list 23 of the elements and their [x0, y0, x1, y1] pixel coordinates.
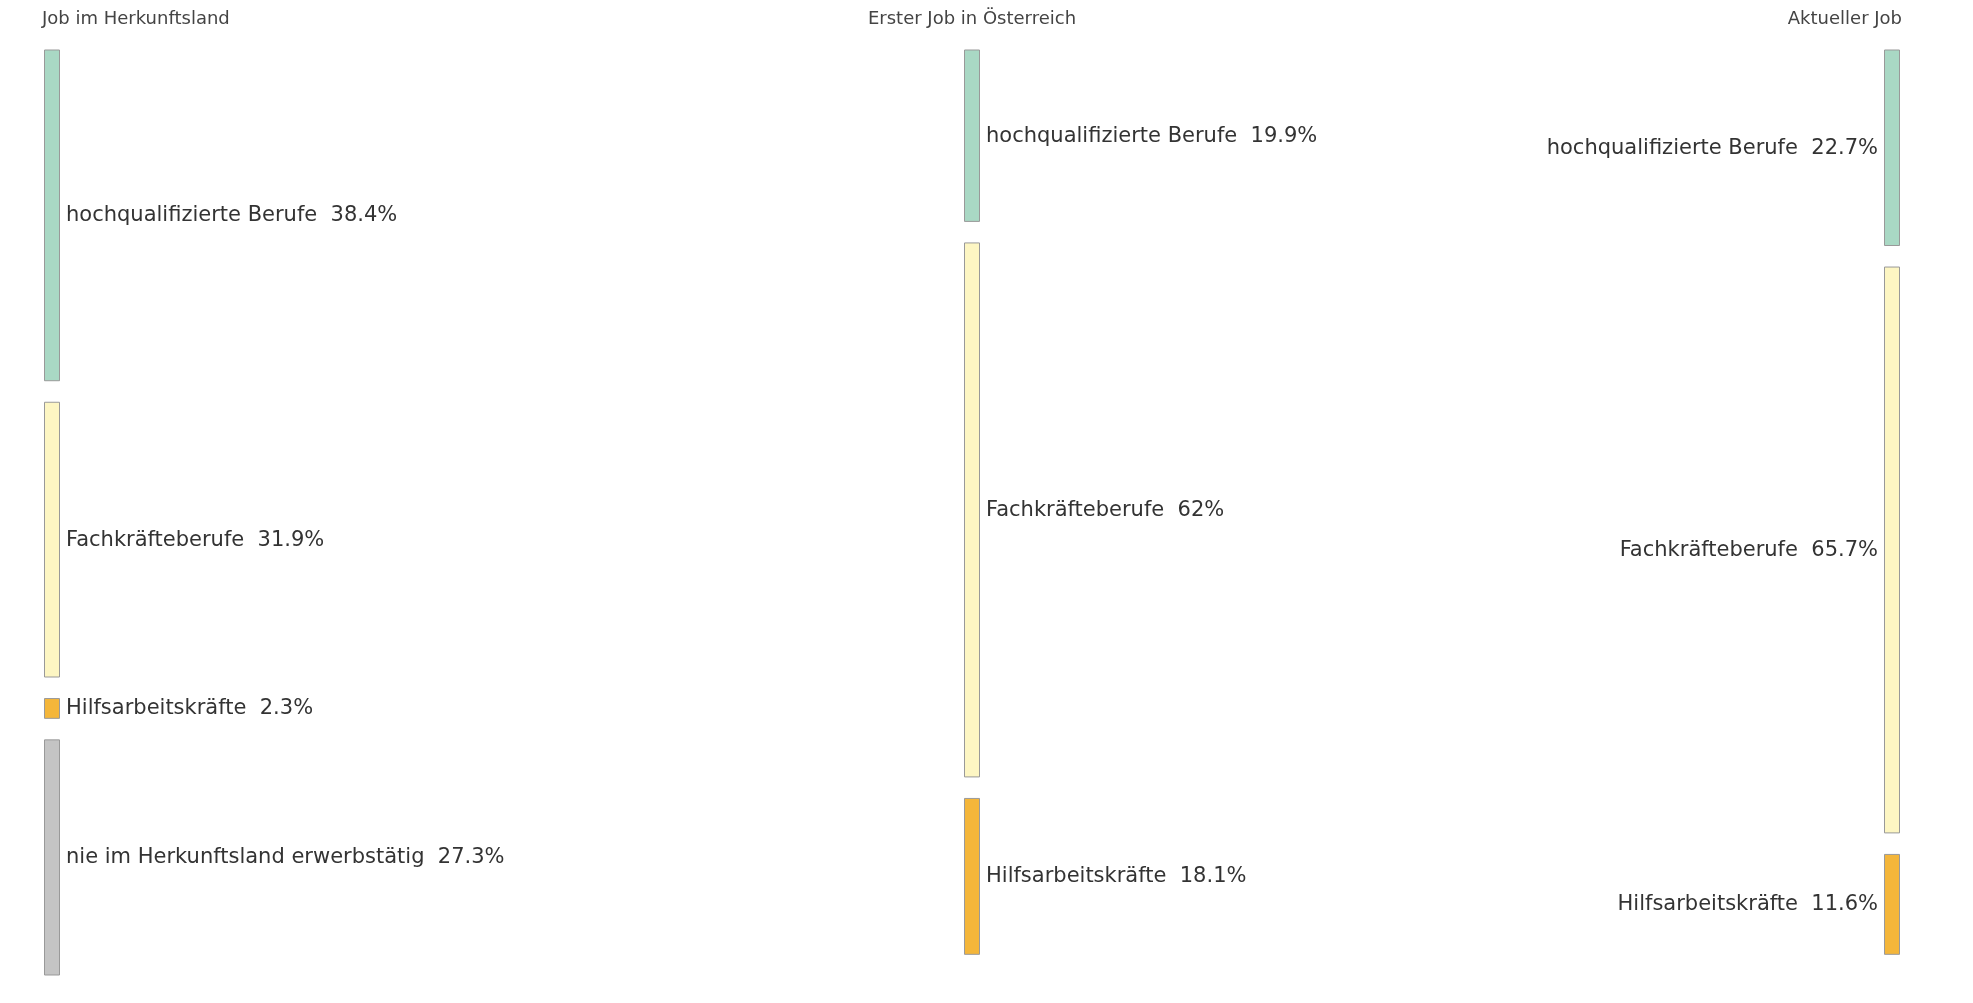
text: Job im Herkunftsland: [41, 7, 230, 28]
category-label: Fachkräfteberufe: [986, 496, 1165, 521]
data-label: 62%: [1177, 496, 1225, 521]
data-label: 11.6%: [1811, 891, 1879, 916]
category-label: hochqualifizierte Berufe: [66, 202, 318, 227]
data-label: 22.7%: [1811, 134, 1879, 159]
category-label: hochqualifizierte Berufe: [1546, 134, 1798, 159]
text: Aktueller Job: [1787, 7, 1903, 28]
category-label: hochqualifizierte Berufe: [986, 122, 1238, 147]
category-label: Hilfsarbeitskräfte: [1617, 891, 1798, 916]
data-label: 38.4%: [330, 202, 398, 227]
category-label: Hilfsarbeitskräfte: [66, 695, 247, 720]
category-label: Hilfsarbeitskräfte: [986, 863, 1167, 888]
category-label: nie im Herkunftsland erwerbstätig: [66, 844, 425, 869]
text: Erster Job in Österreich: [867, 7, 1077, 28]
data-label: 19.9%: [1250, 122, 1318, 147]
category-label: Fachkräfteberufe: [66, 526, 245, 551]
data-label: 2.3%: [259, 695, 314, 720]
category-label: Fachkräfteberufe: [1619, 536, 1798, 561]
data-label: 65.7%: [1811, 536, 1879, 561]
data-label: 31.9%: [257, 526, 325, 551]
data-label: 27.3%: [437, 844, 505, 869]
data-label: 18.1%: [1179, 863, 1247, 888]
